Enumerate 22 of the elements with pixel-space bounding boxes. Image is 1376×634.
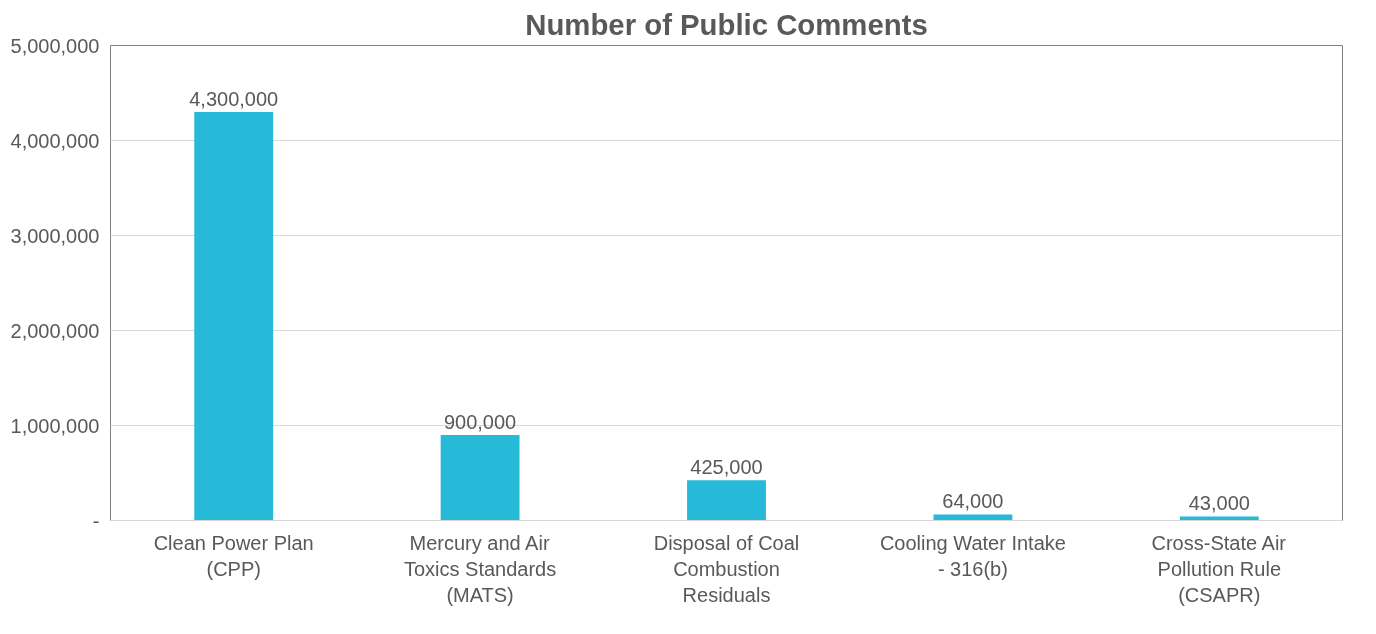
data-label: 4,300,000 — [189, 88, 279, 110]
data-label: 425,000 — [690, 456, 763, 479]
x-tick-label: Disposal of Coal Combustion Residuals — [653, 531, 800, 607]
bar — [933, 514, 1013, 521]
data-label: 64,000 — [942, 490, 1004, 513]
bar — [194, 112, 274, 521]
y-tick-label: 3,000,000 — [10, 224, 100, 247]
x-tick-label: Mercury and Air Toxics Standards (MATS) — [403, 531, 557, 607]
data-label: 900,000 — [443, 411, 517, 433]
y-tick-label: 1,000,000 — [10, 414, 100, 437]
x-tick-label: Cross-State Air Pollution Rule (CSAPR) — [1151, 531, 1287, 607]
y-tick-label: 2,000,000 — [10, 319, 100, 342]
y-tick-label: 4,000,000 — [10, 129, 100, 152]
bar — [1179, 516, 1259, 521]
y-tick-label: - — [92, 509, 100, 532]
chart-title: Number of Public Comments — [525, 7, 928, 41]
y-tick-label: 5,000,000 — [10, 34, 100, 57]
data-label: 43,000 — [1188, 492, 1250, 515]
bar — [687, 480, 766, 521]
x-tick-label: Cooling Water Intake - 316(b) — [879, 531, 1066, 580]
bar — [440, 435, 520, 521]
x-tick-label: Clean Power Plan (CPP) — [153, 531, 314, 580]
